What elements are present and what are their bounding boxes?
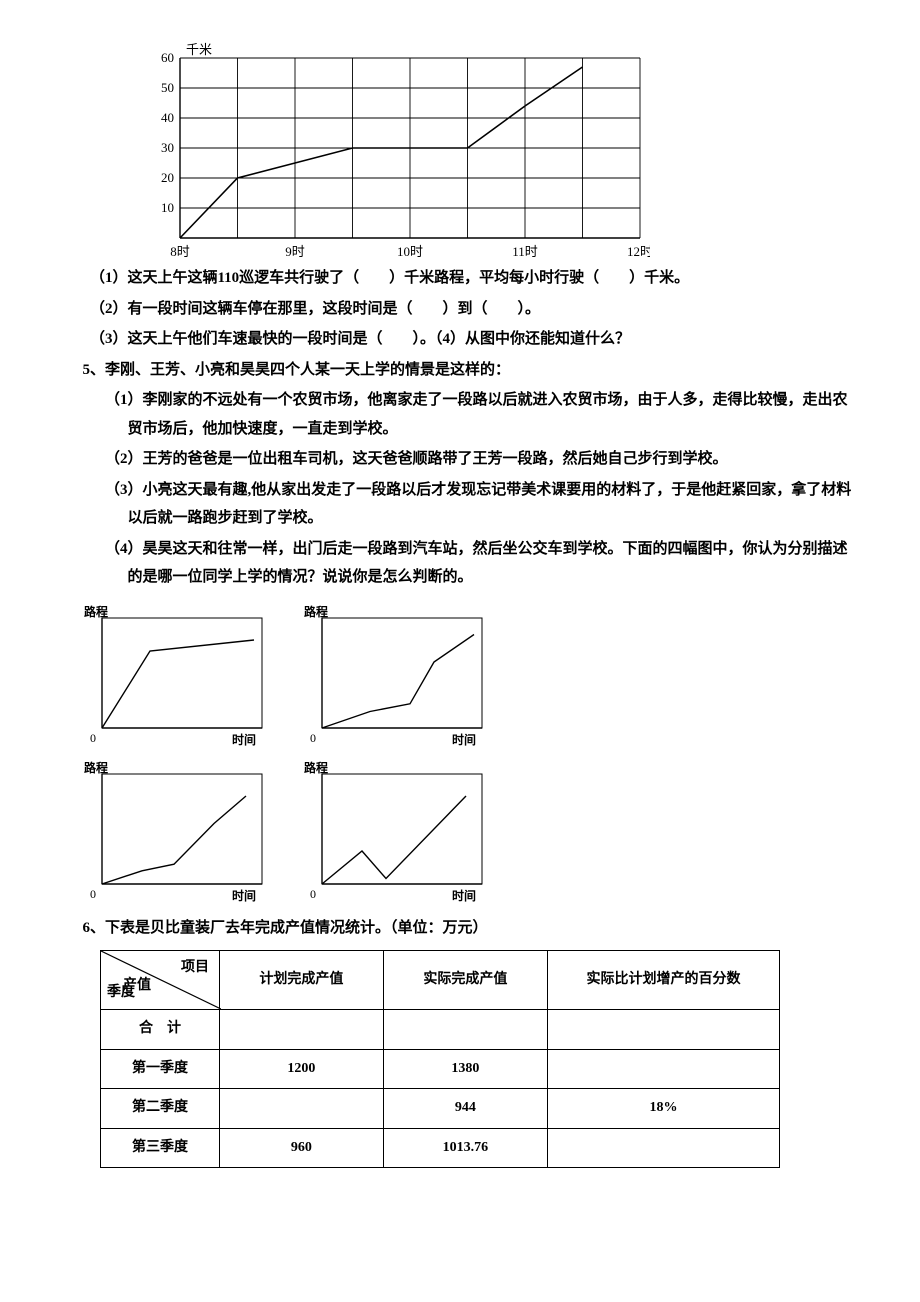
table-cell — [548, 1128, 780, 1168]
diag-top-right: 项目 — [181, 955, 209, 982]
question-5-1: （1）李刚家的不远处有一个农贸市场，他离家走了一段路以后就进入农贸市场，由于人多… — [60, 386, 860, 443]
table-row: 合 计 — [101, 1010, 780, 1050]
question-3: （3）这天上午他们车速最快的一段时间是（ ）。（4）从图中你还能知道什么？ — [60, 325, 860, 354]
svg-text:0: 0 — [310, 731, 316, 745]
table-cell: 944 — [383, 1089, 547, 1129]
svg-text:60: 60 — [161, 50, 174, 65]
question-5-head: 5、李刚、王芳、小亮和昊昊四个人某一天上学的情景是这样的： — [60, 356, 860, 385]
svg-text:路程: 路程 — [84, 604, 108, 619]
mini-chart-3: 路程 0 时间 — [80, 758, 270, 904]
table-cell: 18% — [548, 1089, 780, 1129]
question-1: （1）这天上午这辆110巡逻车共行驶了（ ）千米路程，平均每小时行驶（ ）千米。 — [60, 264, 860, 293]
production-table: 项目 产值 季度 计划完成产值 实际完成产值 实际比计划增产的百分数 合 计第一… — [100, 950, 780, 1168]
table-cell — [548, 1010, 780, 1050]
svg-text:10: 10 — [161, 200, 174, 215]
table-cell: 1013.76 — [383, 1128, 547, 1168]
question-6-head: 6、下表是贝比童装厂去年完成产值情况统计。（单位：万元） — [60, 914, 860, 943]
col-header: 计划完成产值 — [220, 951, 384, 1010]
table-cell — [383, 1010, 547, 1050]
diag-bottom-left: 季度 — [107, 980, 135, 1007]
svg-text:11时: 11时 — [512, 244, 538, 259]
question-5-2: （2）王芳的爸爸是一位出租车司机，这天爸爸顺路带了王芳一段路，然后她自己步行到学… — [60, 445, 860, 474]
svg-text:40: 40 — [161, 110, 174, 125]
svg-text:0: 0 — [90, 731, 96, 745]
svg-text:8时: 8时 — [170, 244, 190, 259]
svg-text:9时: 9时 — [285, 244, 305, 259]
svg-text:12时: 12时 — [627, 244, 650, 259]
main-line-chart: 10 20 30 40 50 60 千米 8时 9时 10时 11时 12时 — [140, 40, 860, 262]
svg-text:时间: 时间 — [232, 732, 256, 747]
row-label: 第二季度 — [101, 1089, 220, 1129]
table-row: 第三季度9601013.76 — [101, 1128, 780, 1168]
mini-chart-1: 路程 0 时间 — [80, 602, 270, 748]
table-cell: 1200 — [220, 1049, 384, 1089]
svg-text:20: 20 — [161, 170, 174, 185]
table-cell — [220, 1089, 384, 1129]
svg-text:时间: 时间 — [452, 888, 476, 903]
mini-chart-2: 路程 0 时间 — [300, 602, 490, 748]
table-cell — [220, 1010, 384, 1050]
table-row: 第二季度 94418% — [101, 1089, 780, 1129]
svg-text:0: 0 — [310, 887, 316, 901]
mini-chart-row-1: 路程 0 时间 路程 0 时间 — [80, 602, 860, 748]
row-label: 第三季度 — [101, 1128, 220, 1168]
diag-header: 项目 产值 季度 — [101, 951, 220, 1010]
svg-text:路程: 路程 — [84, 760, 108, 775]
svg-text:时间: 时间 — [232, 888, 256, 903]
row-label: 第一季度 — [101, 1049, 220, 1089]
svg-text:30: 30 — [161, 140, 174, 155]
mini-chart-row-2: 路程 0 时间 路程 0 时间 — [80, 758, 860, 904]
svg-text:0: 0 — [90, 887, 96, 901]
svg-text:10时: 10时 — [397, 244, 423, 259]
table-cell — [548, 1049, 780, 1089]
question-2: （2）有一段时间这辆车停在那里，这段时间是（ ）到（ ）。 — [60, 295, 860, 324]
question-5-4: （4）昊昊这天和往常一样，出门后走一段路到汽车站，然后坐公交车到学校。下面的四幅… — [60, 535, 860, 592]
table-cell: 960 — [220, 1128, 384, 1168]
table-row: 第一季度12001380 — [101, 1049, 780, 1089]
table-header-row: 项目 产值 季度 计划完成产值 实际完成产值 实际比计划增产的百分数 — [101, 951, 780, 1010]
svg-text:时间: 时间 — [452, 732, 476, 747]
svg-text:路程: 路程 — [304, 604, 328, 619]
svg-text:千米: 千米 — [186, 42, 212, 57]
row-label: 合 计 — [101, 1010, 220, 1050]
svg-text:50: 50 — [161, 80, 174, 95]
col-header: 实际比计划增产的百分数 — [548, 951, 780, 1010]
svg-text:路程: 路程 — [304, 760, 328, 775]
question-5-3: （3）小亮这天最有趣,他从家出发走了一段路以后才发现忘记带美术课要用的材料了，于… — [60, 476, 860, 533]
col-header: 实际完成产值 — [383, 951, 547, 1010]
mini-chart-4: 路程 0 时间 — [300, 758, 490, 904]
table-cell: 1380 — [383, 1049, 547, 1089]
